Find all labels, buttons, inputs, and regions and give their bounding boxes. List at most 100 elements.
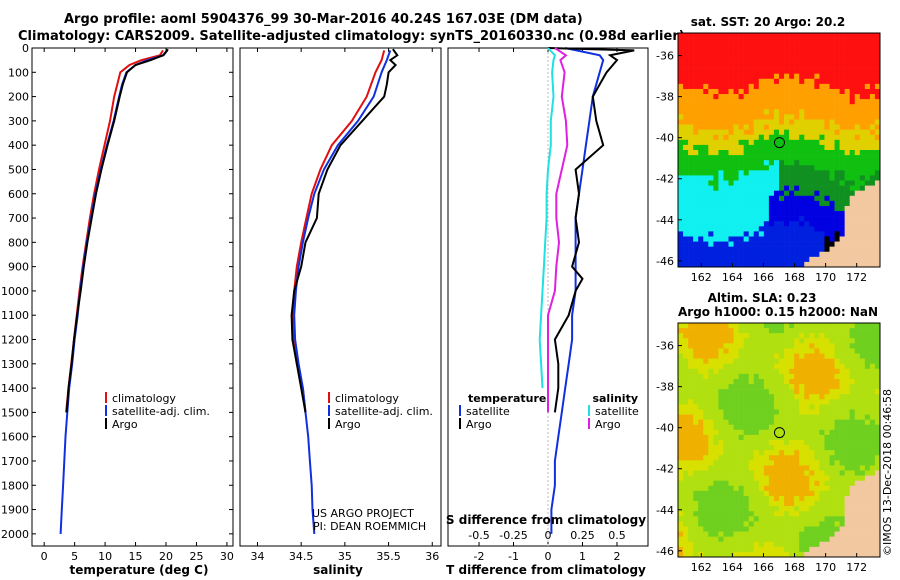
map-cell — [789, 460, 795, 466]
map-cell — [834, 323, 840, 329]
map-cell — [789, 501, 795, 507]
map-cell — [799, 195, 805, 202]
map-cell — [768, 94, 775, 100]
map-cell — [819, 246, 825, 253]
depth-tick-label: 0 — [22, 42, 29, 55]
map-cell — [864, 144, 871, 151]
map-cell — [698, 38, 704, 44]
map-cell — [758, 241, 765, 247]
map-cell — [683, 353, 689, 359]
map-cell — [723, 384, 729, 390]
map-cell — [784, 165, 790, 171]
map-cell — [844, 465, 850, 471]
map-cell — [708, 328, 714, 334]
map-cell — [814, 516, 820, 522]
map-cell — [698, 185, 704, 191]
map-cell — [708, 546, 714, 553]
map-cell — [703, 450, 709, 456]
map-cell — [773, 190, 780, 197]
map-cell — [789, 445, 795, 451]
map-cell — [839, 226, 845, 232]
map-cell — [723, 256, 729, 263]
map-cell — [809, 226, 815, 232]
map-cell — [678, 475, 684, 481]
map-cell — [859, 516, 866, 522]
map-cell — [824, 506, 830, 512]
map-cell — [733, 455, 739, 461]
map-cell — [753, 129, 760, 136]
map-cell — [849, 251, 856, 258]
map-cell — [814, 175, 820, 181]
map-cell — [763, 170, 770, 176]
map-cell — [844, 363, 850, 370]
map-cell — [733, 389, 739, 395]
map-cell — [773, 195, 780, 202]
map-cell — [799, 414, 805, 420]
map-cell — [753, 180, 760, 186]
map-cell — [743, 460, 749, 466]
map-cell — [784, 63, 790, 69]
map-cell — [849, 175, 856, 181]
map-cell — [854, 546, 861, 553]
map-cell — [789, 440, 795, 446]
map-cell — [834, 480, 840, 487]
map-cell — [809, 475, 815, 481]
map-cell — [733, 404, 739, 410]
map-cell — [834, 378, 840, 385]
map-cell — [713, 185, 719, 191]
map-cell — [773, 394, 780, 400]
map-cell — [819, 144, 825, 151]
map-cell — [839, 124, 845, 130]
map-cell — [824, 48, 830, 54]
map-cell — [768, 343, 775, 349]
map-cell — [718, 363, 724, 370]
map-cell — [814, 73, 820, 80]
map-cell — [753, 200, 760, 207]
map-cell — [753, 155, 760, 161]
map-cell — [763, 119, 770, 125]
map-cell — [844, 333, 850, 339]
map-cell — [773, 43, 780, 49]
map-cell — [869, 465, 876, 471]
map-cell — [768, 526, 775, 532]
map-cell — [698, 109, 704, 115]
map-cell — [718, 495, 724, 502]
map-cell — [753, 165, 760, 171]
map-cell — [814, 231, 820, 237]
map-cell — [728, 404, 734, 410]
map-cell — [834, 470, 840, 476]
map-cell — [743, 465, 749, 471]
map-cell — [688, 226, 694, 232]
map-cell — [849, 83, 856, 90]
map-cell — [688, 511, 694, 517]
map-cell — [834, 445, 840, 451]
map-cell — [718, 338, 724, 344]
map-cell — [844, 399, 850, 405]
map-cell — [784, 261, 790, 268]
map-cell — [829, 68, 835, 74]
map-cell — [718, 73, 724, 80]
map-cell — [718, 139, 724, 146]
map-cell — [698, 200, 704, 207]
map-cell — [763, 399, 770, 405]
map-cell — [768, 155, 775, 161]
map-cell — [708, 185, 714, 191]
map-cell — [718, 231, 724, 237]
map-cell — [748, 348, 755, 354]
map-cell — [844, 419, 850, 426]
map-cell — [829, 63, 835, 69]
map-cell — [829, 521, 835, 527]
map-cell — [869, 378, 876, 385]
map-cell — [743, 358, 749, 364]
map-cell — [834, 94, 840, 100]
map-cell — [779, 541, 785, 548]
map-cell — [809, 440, 815, 446]
map-cell — [698, 470, 704, 476]
map-cell — [768, 333, 775, 339]
map-cell — [784, 485, 790, 492]
map-cell — [794, 460, 800, 466]
map-cell — [743, 175, 749, 181]
map-cell — [683, 460, 689, 466]
map-cell — [784, 246, 790, 253]
map-cell — [829, 414, 835, 420]
